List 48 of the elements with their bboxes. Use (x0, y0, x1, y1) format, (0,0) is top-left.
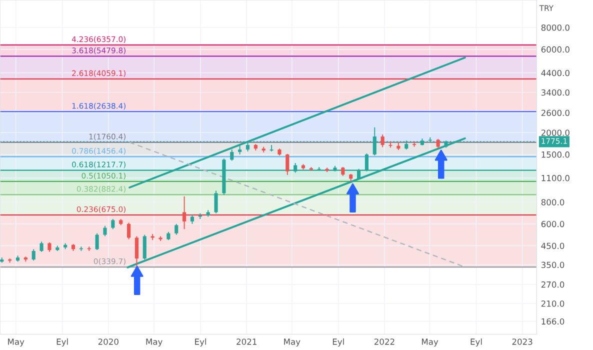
candlestick (32, 248, 36, 262)
y-tick-label: 4400.0 (541, 70, 570, 76)
y-tick-label: 450.0 (541, 242, 564, 250)
x-tick-label: May (8, 338, 24, 346)
y-tick-label: 270.0 (541, 281, 564, 288)
y-tick-label: 800.0 (541, 199, 564, 206)
x-tick-label: Eyl (332, 338, 344, 346)
y-tick-label: 210.0 (541, 300, 564, 307)
candlestick (357, 168, 361, 180)
candlestick (174, 223, 178, 236)
candlestick (214, 190, 218, 214)
x-tick-label: Eyl (195, 338, 206, 346)
candlestick (436, 138, 440, 149)
x-tick-label: Eyl (56, 338, 68, 346)
candlestick (103, 225, 107, 237)
candlestick (40, 241, 44, 252)
x-tick-label: May (422, 338, 438, 346)
candlestick (380, 134, 384, 148)
candlestick (230, 149, 234, 162)
y-tick-label: 600.0 (541, 220, 564, 228)
y-tick-label: 1500.0 (542, 151, 570, 158)
candlestick (182, 196, 186, 230)
x-tick-label: May (146, 338, 162, 346)
x-tick-label: 2023 (512, 338, 532, 345)
y-tick-label: 166.0 (542, 318, 564, 325)
candlestick (95, 232, 99, 251)
x-tick-label: Eyl (470, 338, 482, 346)
candlestick (142, 234, 146, 260)
candlestick (134, 236, 138, 268)
y-tick-label: 2600.0 (541, 110, 570, 116)
candlestick (294, 162, 298, 174)
candlestick (111, 218, 115, 230)
x-tick-label: 2020 (98, 338, 118, 345)
y-tick-label: 1100.0 (542, 174, 570, 182)
candlestick (286, 153, 290, 176)
candlestick (246, 142, 250, 152)
y-tick-label: 3400.0 (541, 89, 570, 96)
x-tick-label: May (284, 338, 300, 346)
y-tick-label: 6000.0 (541, 46, 570, 53)
x-tick-label: 2021 (236, 338, 256, 345)
candlestick (190, 214, 194, 224)
y-tick-label: 8000.0 (541, 24, 570, 31)
candlestick (48, 242, 52, 252)
candlestick (127, 222, 131, 240)
y-tick-label: 2000.0 (541, 130, 570, 136)
candlestick (364, 152, 368, 172)
y-tick-label: 350.0 (541, 262, 564, 268)
x-tick-label: 2022 (374, 338, 394, 345)
